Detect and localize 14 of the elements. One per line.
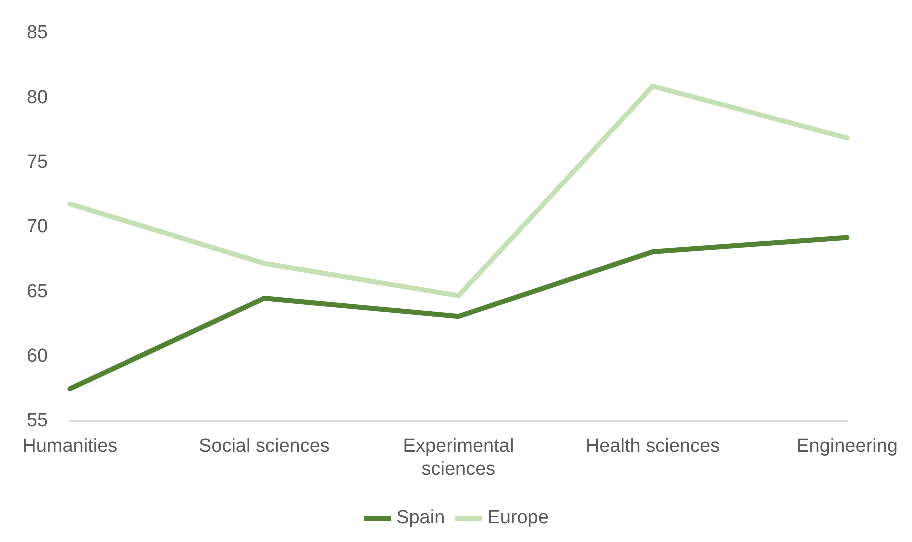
y-tick-label: 65	[26, 281, 48, 302]
y-tick-label: 70	[26, 216, 48, 238]
x-tick-label: Humanities	[22, 436, 118, 458]
y-tick-label: 85	[26, 22, 48, 44]
x-tick-label: Experimental sciences	[403, 436, 514, 480]
y-tick-label: 60	[26, 346, 48, 367]
legend-label: Europe	[488, 508, 549, 529]
x-tick-label: Health sciences	[586, 436, 720, 458]
y-tick-label: 75	[26, 152, 48, 173]
x-tick-label: Social sciences	[198, 436, 330, 458]
legend-label: Spain	[396, 508, 446, 529]
y-tick-label: 55	[26, 410, 48, 432]
x-tick-label: Engineering	[796, 436, 898, 458]
y-tick-label: 80	[26, 87, 48, 108]
